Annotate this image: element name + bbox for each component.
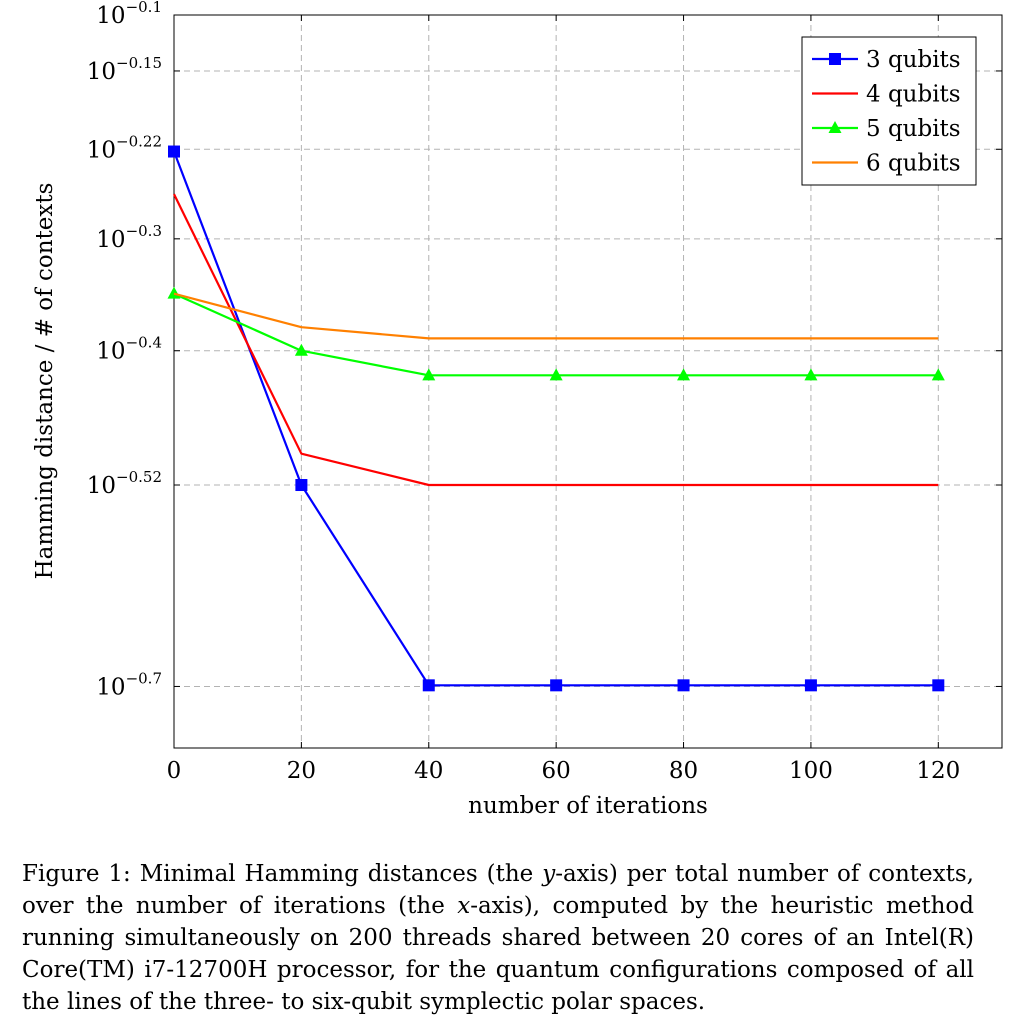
series-marker-square [932, 679, 945, 692]
series-marker-square [295, 479, 308, 492]
legend-label: 5 qubits [866, 116, 961, 142]
y-tick-label: 10−0.52 [87, 468, 162, 499]
series-marker-triangle [804, 368, 818, 381]
series-4-qubits [173, 193, 939, 487]
series-marker-square [422, 679, 435, 692]
x-tick-label: 80 [669, 758, 698, 784]
x-tick-label: 40 [414, 758, 443, 784]
legend-item: 5 qubits [812, 116, 961, 142]
x-tick-label: 100 [789, 758, 833, 784]
caption-text-2: -axis) per total number of contexts, ove… [22, 861, 974, 919]
x-tick-label: 20 [287, 758, 316, 784]
series-marker-triangle [828, 121, 842, 133]
x-tick-label: 60 [542, 758, 571, 784]
y-tick-label: 10−0.3 [96, 222, 162, 253]
series-marker-square [677, 679, 690, 692]
caption-text-3: -axis), computed by the heuristic method… [22, 893, 974, 1015]
series-marker-square [804, 679, 817, 692]
y-tick-label: 10−0.1 [96, 0, 162, 29]
y-tick-label: 10−0.15 [87, 54, 162, 85]
y-tick-label: 10−0.4 [96, 334, 162, 365]
legend-label: 4 qubits [866, 82, 961, 108]
series-marker-square [829, 53, 841, 65]
series-3-qubits [168, 145, 945, 692]
series-line [173, 292, 939, 340]
series-line [173, 193, 939, 487]
series-marker-square [168, 145, 180, 158]
legend-label: 6 qubits [866, 151, 961, 177]
series-marker-triangle [422, 368, 436, 381]
legend: 3 qubits 4 qubits 5 qubits 6 qubits [801, 36, 977, 186]
y-tick-labels: 10−0.1 10−0.15 10−0.22 10−0.3 10−0.4 10−0.52 1… [87, 0, 162, 700]
series-marker-triangle [677, 368, 691, 381]
y-tick-label: 10−0.22 [87, 132, 162, 163]
plot-area-frame [173, 14, 1003, 749]
caption-var-y: y [542, 861, 556, 887]
legend-item: 4 qubits [812, 82, 961, 108]
series-marker-triangle [549, 368, 563, 381]
legend-label: 3 qubits [866, 47, 961, 73]
caption-var-x: x [457, 893, 471, 919]
series-6-qubits [173, 292, 939, 340]
series-marker-triangle [931, 368, 945, 381]
y-tick-label: 10−0.7 [96, 669, 162, 700]
legend-item: 6 qubits [812, 151, 961, 177]
series-marker-square [550, 679, 563, 692]
series-layer [167, 145, 945, 692]
x-axis-label: number of iterations [468, 793, 708, 819]
y-axis-label: Hamming distance / # of contexts [32, 183, 58, 580]
line-chart: 0 20 40 60 80 100 120 10−0.110−0.1510−0.2210−0… [32, 0, 1003, 819]
series-5-qubits [167, 286, 945, 381]
axis-ticks [173, 14, 1002, 748]
x-tick-label: 0 [167, 758, 182, 784]
x-tick-label: 120 [916, 758, 960, 784]
series-marker-triangle [294, 343, 308, 356]
series-marker-triangle [167, 286, 181, 299]
caption-label: Figure 1: [22, 861, 131, 887]
x-tick-labels: 0 20 40 60 80 100 120 [167, 758, 961, 784]
legend-item: 3 qubits [812, 47, 961, 73]
figure-caption: Figure 1: Minimal Hamming distances (the… [22, 858, 974, 1018]
caption-text-1: Minimal Hamming distances (the [139, 861, 543, 887]
